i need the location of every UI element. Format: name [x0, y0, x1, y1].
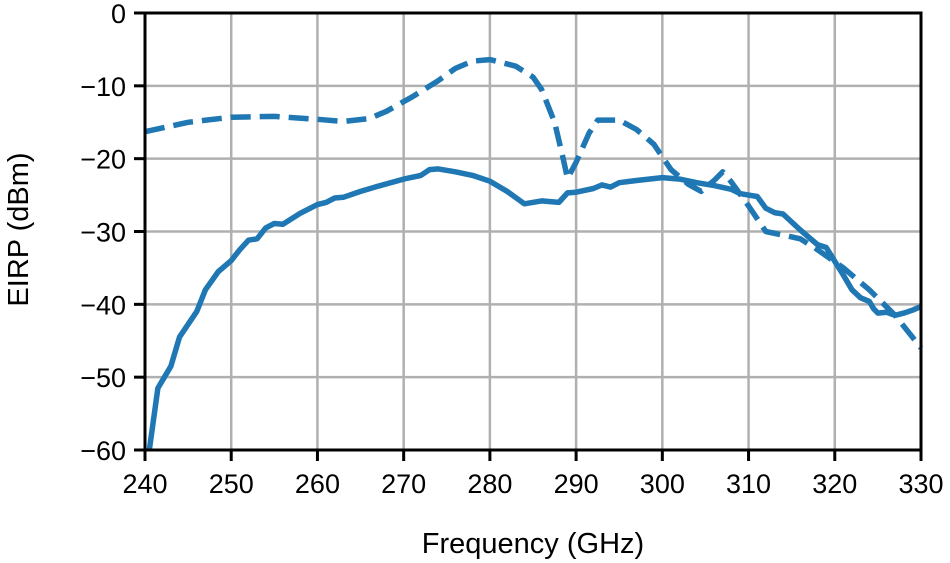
- y-tick-label: −50: [80, 363, 126, 393]
- x-axis-label: Frequency (GHz): [422, 528, 644, 560]
- y-tick-label: 0: [111, 0, 126, 29]
- y-tick-label: −40: [80, 290, 126, 320]
- y-tick-label: −30: [80, 218, 126, 248]
- y-axis-label: EIRP (dBm): [3, 152, 35, 306]
- x-tick-label: 320: [812, 469, 857, 499]
- x-tick-label: 240: [122, 469, 167, 499]
- data-series: [144, 56, 924, 451]
- x-tick-label: 260: [295, 469, 340, 499]
- x-axis-ticks: 240 250 260 270 280 290 300 310 320 330: [122, 450, 944, 499]
- x-tick-label: 270: [381, 469, 426, 499]
- x-tick-label: 280: [467, 469, 512, 499]
- x-tick-label: 330: [898, 469, 943, 499]
- x-tick-label: 310: [726, 469, 771, 499]
- x-tick-label: 290: [554, 469, 599, 499]
- y-tick-label: −10: [80, 72, 126, 102]
- series-line-solid: [146, 166, 923, 451]
- y-tick-label: −60: [80, 436, 126, 466]
- y-axis-ticks: 0 −10 −20 −30 −40 −50 −60: [80, 0, 145, 466]
- x-tick-label: 250: [209, 469, 254, 499]
- x-tick-label: 300: [640, 469, 685, 499]
- y-tick-label: −20: [80, 145, 126, 175]
- series-line-dashed: [144, 56, 924, 350]
